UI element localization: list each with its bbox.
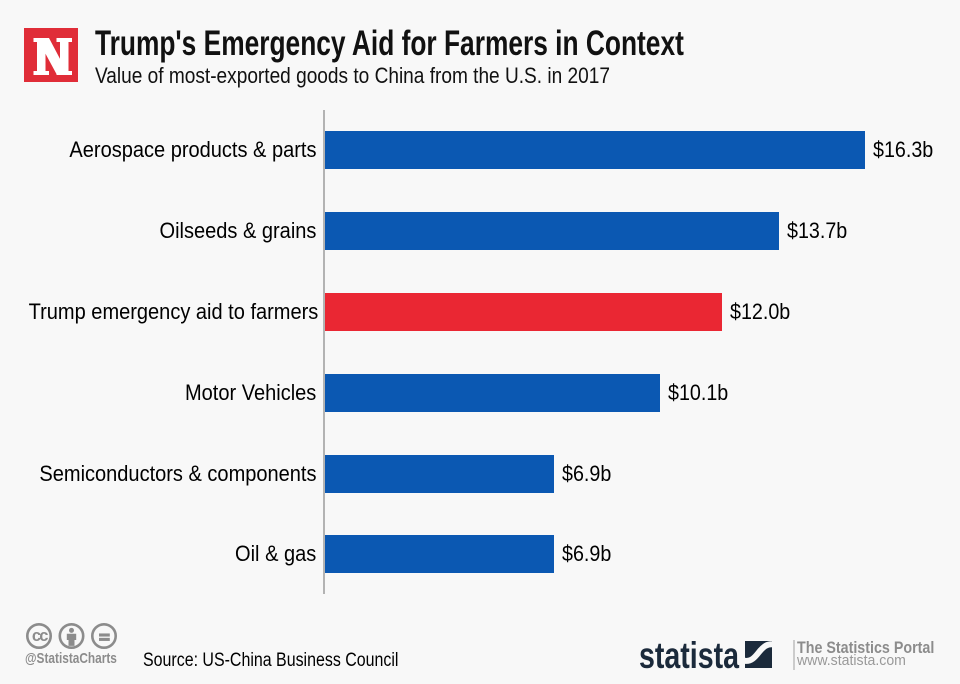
- svg-text:cc: cc: [32, 627, 48, 645]
